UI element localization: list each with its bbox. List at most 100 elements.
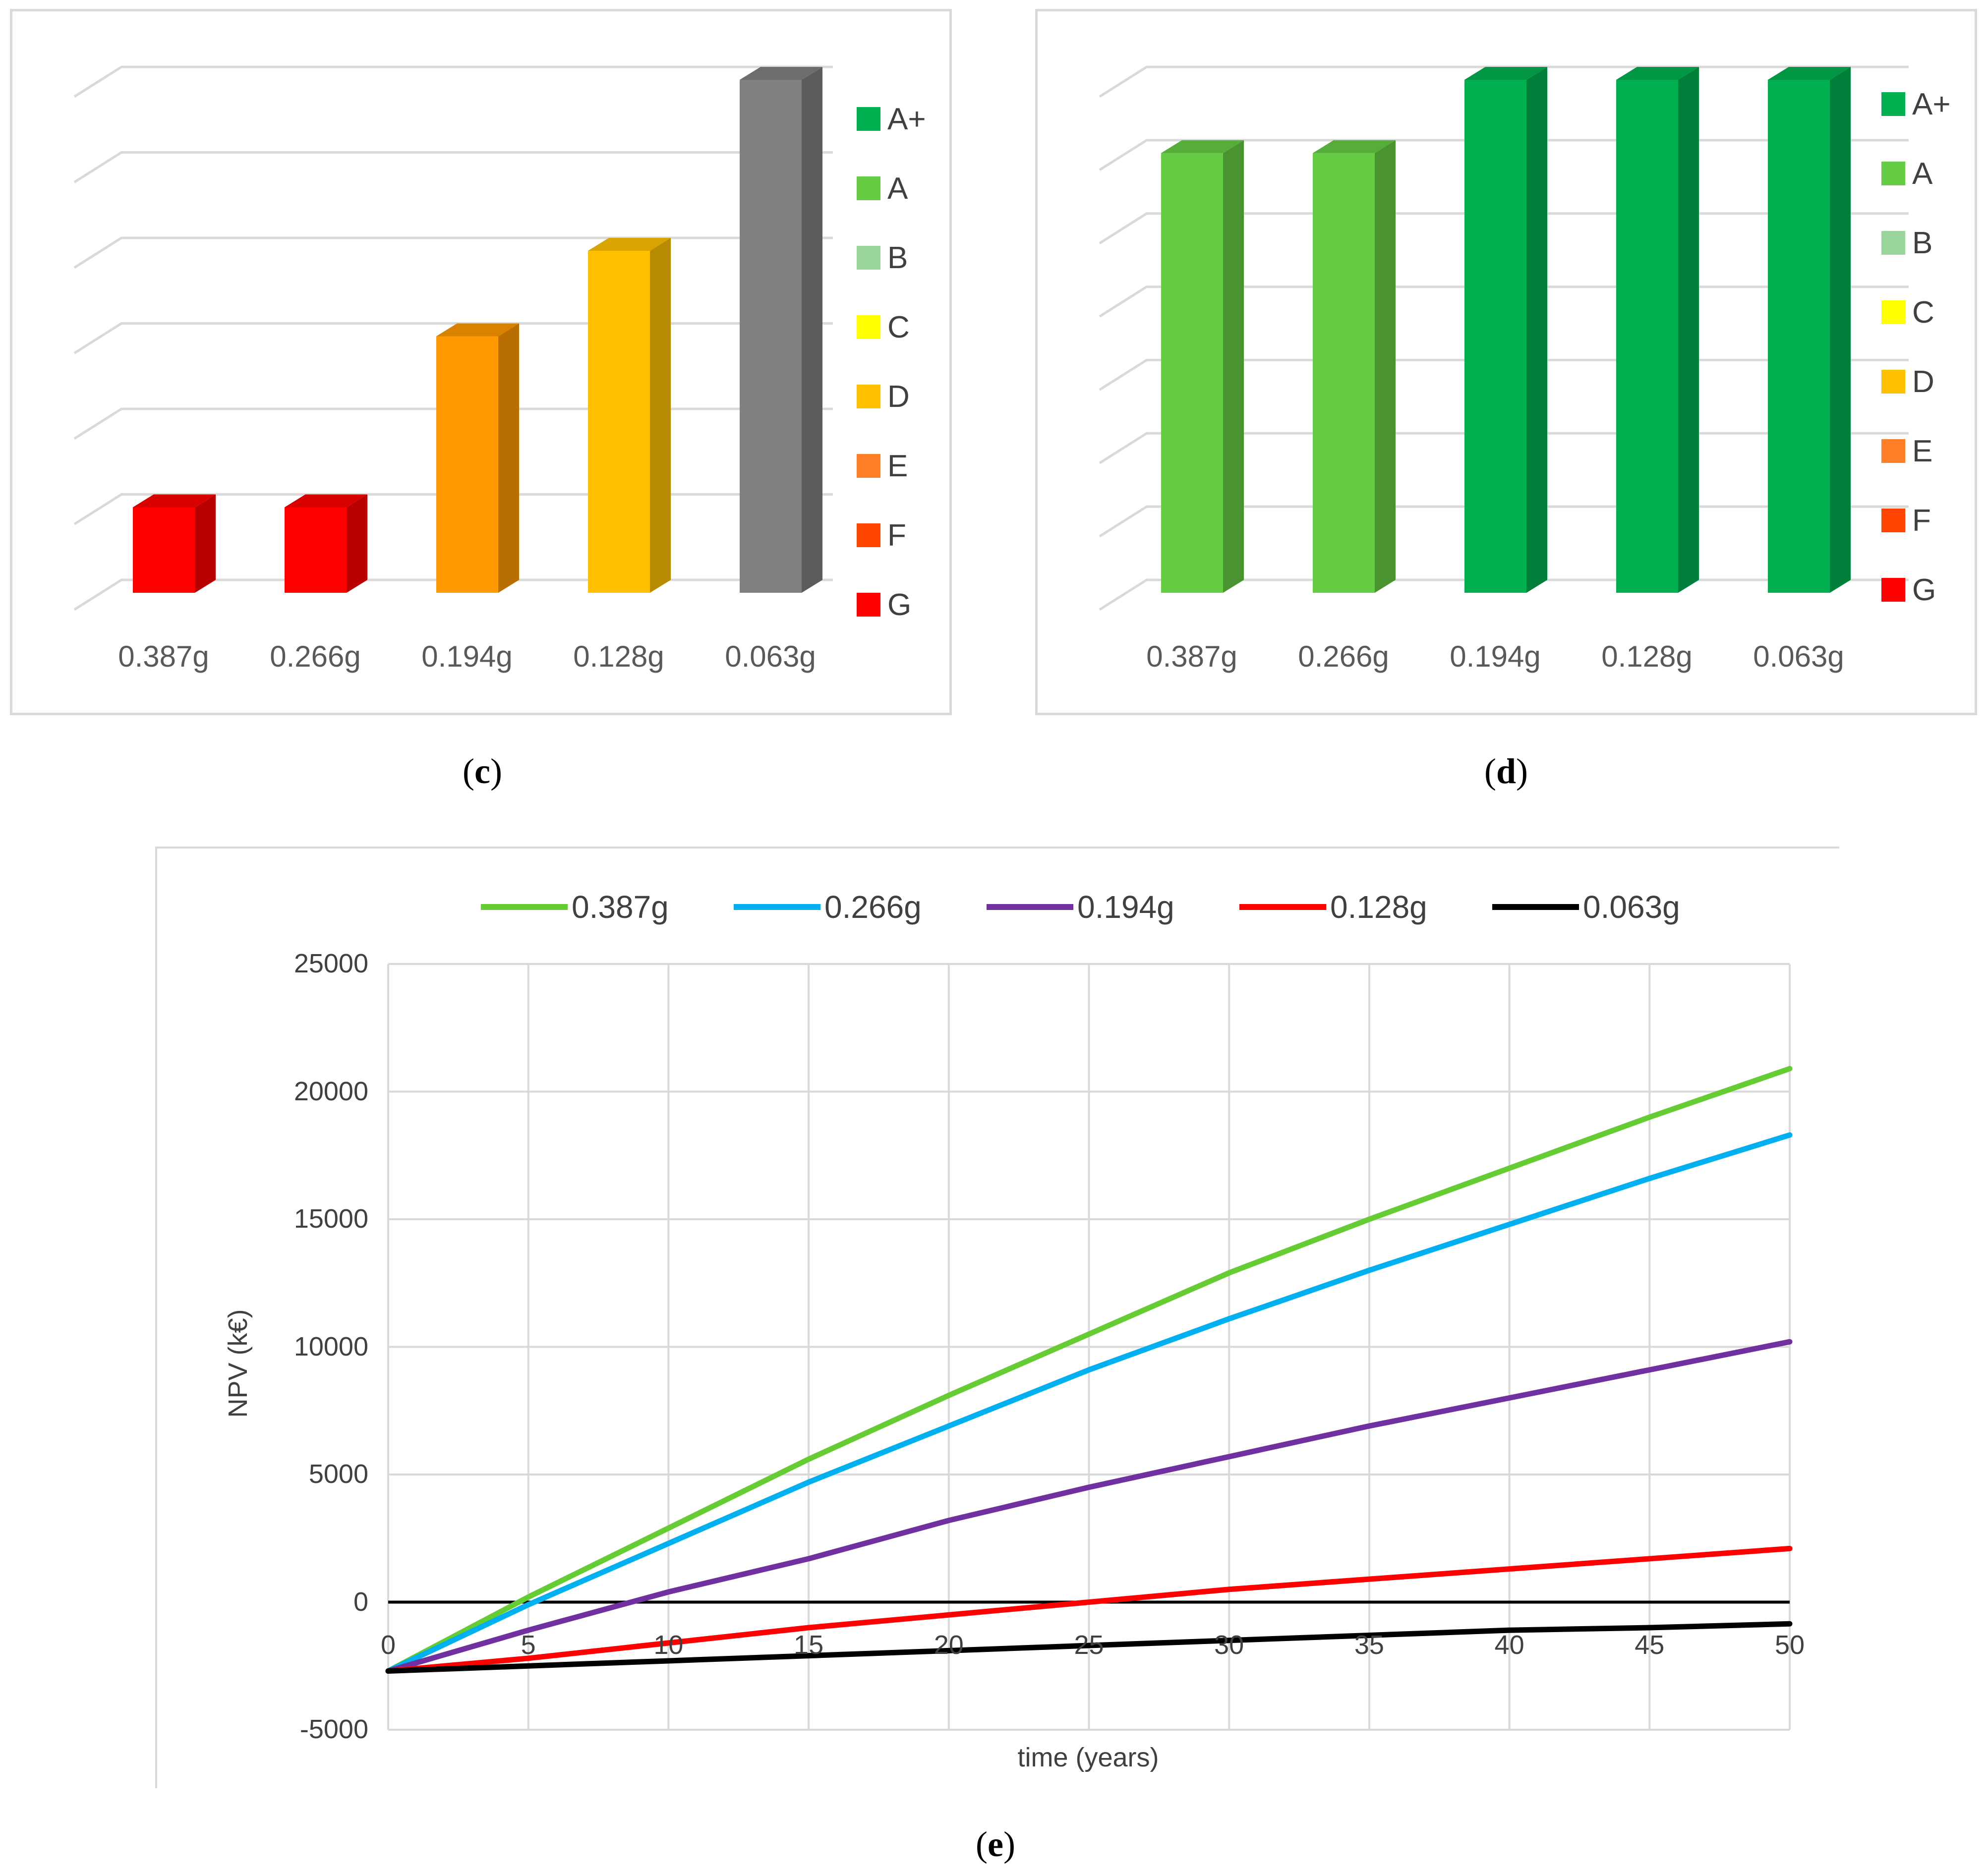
y-tick-label: 25000 <box>293 949 368 978</box>
legend-line <box>481 904 568 910</box>
legend-label: 0.266g <box>824 889 922 925</box>
legend-swatch <box>1881 231 1905 255</box>
legend-item: B <box>857 235 908 280</box>
legend-swatch <box>857 246 880 270</box>
series-line-0.266g <box>385 1132 1793 1674</box>
legend-item: F <box>1881 498 1931 543</box>
panel-d-caption: (d) <box>1484 751 1528 791</box>
legend-item: E <box>1881 429 1932 473</box>
legend-label: 0.128g <box>1330 889 1427 925</box>
legend-swatch <box>857 385 880 408</box>
y-tick-label: -5000 <box>299 1714 368 1744</box>
legend-label: E <box>887 449 908 483</box>
legend-label: B <box>1912 226 1933 260</box>
y-tick-label: 0 <box>353 1587 368 1617</box>
x-tick-label: 30 <box>1214 1630 1244 1660</box>
legend-line <box>1492 904 1579 910</box>
legend-swatch <box>1881 162 1905 185</box>
legend-swatch <box>857 107 880 131</box>
x-tick-label: 45 <box>1635 1630 1665 1660</box>
y-tick-label: 5000 <box>308 1459 368 1489</box>
legend-item: E <box>857 444 908 488</box>
category-label: 0.128g <box>573 640 664 673</box>
legend-label: C <box>1912 295 1934 330</box>
panel-e-y-axis-label: NPV (k€) <box>223 1309 253 1418</box>
legend-label: G <box>1912 572 1936 607</box>
legend-swatch <box>857 523 880 547</box>
legend-label: 0.194g <box>1077 889 1174 925</box>
category-label: 0.194g <box>421 640 513 673</box>
legend-label: 0.063g <box>1583 889 1680 925</box>
x-tick-label: 0 <box>380 1630 396 1660</box>
legend-swatch <box>1881 578 1905 602</box>
legend-item: A <box>1881 151 1932 196</box>
x-tick-label: 20 <box>934 1630 964 1660</box>
series-line-0.387g <box>385 1066 1793 1674</box>
legend-label: A+ <box>887 102 926 136</box>
panel-e-caption: (e) <box>976 1824 1015 1864</box>
legend-label: 0.387g <box>572 889 669 925</box>
category-label: 0.194g <box>1450 640 1541 673</box>
legend-item: A <box>857 166 908 211</box>
legend-swatch <box>857 593 880 617</box>
category-label: 0.266g <box>1298 640 1389 673</box>
y-tick-label: 10000 <box>293 1331 368 1361</box>
legend-swatch <box>1881 92 1905 116</box>
legend-item: A+ <box>1881 82 1951 126</box>
legend-label: F <box>887 518 906 553</box>
x-tick-label: 35 <box>1354 1630 1384 1660</box>
legend-swatch <box>1881 509 1905 532</box>
legend-line <box>987 904 1073 910</box>
legend-swatch <box>1881 300 1905 324</box>
panel-c-frame <box>10 9 952 715</box>
legend-item: G <box>1881 567 1936 612</box>
legend-swatch <box>857 454 880 478</box>
legend-item: C <box>857 305 910 349</box>
legend-label: G <box>887 587 912 622</box>
legend-item-0.387g: 0.387g <box>481 887 669 927</box>
x-tick-label: 5 <box>521 1630 536 1660</box>
legend-line <box>1239 904 1326 910</box>
legend-item: D <box>1881 359 1934 404</box>
legend-label: B <box>887 240 908 275</box>
legend-label: D <box>1912 364 1934 399</box>
x-tick-label: 15 <box>794 1630 824 1660</box>
legend-label: E <box>1912 434 1933 468</box>
category-label: 0.387g <box>1146 640 1237 673</box>
x-tick-label: 10 <box>653 1630 684 1660</box>
legend-label: A <box>887 171 908 206</box>
legend-item-0.266g: 0.266g <box>734 887 922 927</box>
panel-e-x-axis-label: time (years) <box>1017 1743 1159 1772</box>
legend-swatch <box>1881 370 1905 394</box>
panel-c-caption: (c) <box>463 751 502 791</box>
category-label: 0.266g <box>270 640 361 673</box>
x-tick-label: 25 <box>1074 1630 1104 1660</box>
legend-item: A+ <box>857 97 926 141</box>
x-tick-label: 40 <box>1494 1630 1524 1660</box>
legend-label: A+ <box>1912 87 1951 121</box>
legend-swatch <box>1881 439 1905 463</box>
legend-item-0.063g: 0.063g <box>1492 887 1680 927</box>
category-label: 0.387g <box>118 640 209 673</box>
legend-item: G <box>857 582 911 627</box>
y-tick-label: 15000 <box>293 1204 368 1234</box>
category-label: 0.063g <box>1753 640 1844 673</box>
legend-item: D <box>857 374 910 419</box>
legend-label: F <box>1912 503 1931 538</box>
legend-swatch <box>857 315 880 339</box>
series-line-0.194g <box>385 1339 1793 1674</box>
x-tick-label: 50 <box>1774 1630 1805 1660</box>
legend-swatch <box>857 176 880 200</box>
legend-item: B <box>1881 221 1932 265</box>
panel-d-frame <box>1035 9 1977 715</box>
legend-label: A <box>1912 156 1933 191</box>
category-label: 0.063g <box>725 640 816 673</box>
y-tick-label: 20000 <box>293 1076 368 1106</box>
category-label: 0.128g <box>1601 640 1693 673</box>
legend-item: C <box>1881 290 1934 335</box>
legend-label: C <box>887 310 910 344</box>
legend-item-0.128g: 0.128g <box>1239 887 1427 927</box>
legend-label: D <box>887 379 910 414</box>
legend-item-0.194g: 0.194g <box>987 887 1174 927</box>
